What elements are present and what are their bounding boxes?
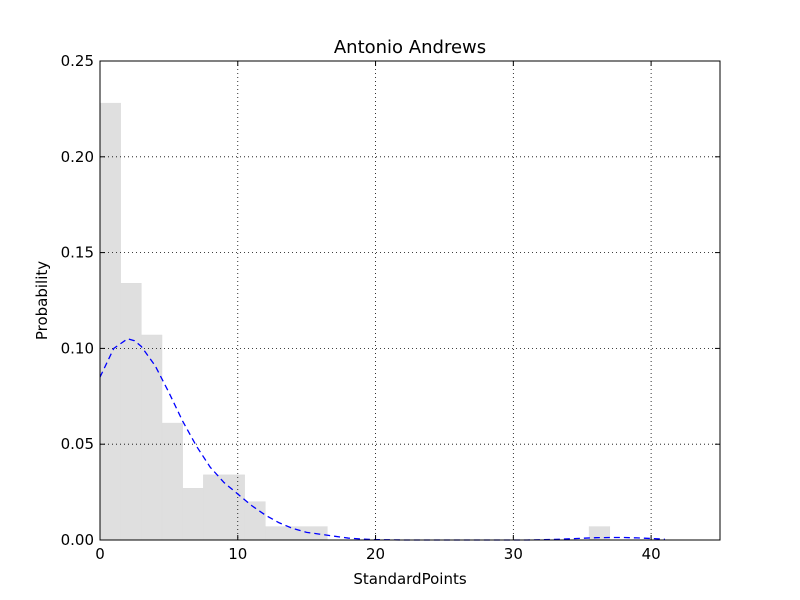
y-tick-label: 0.00 [61,531,94,549]
x-tick-label: 20 [366,545,385,563]
x-tick-label: 10 [228,545,247,563]
plot-frame [99,60,721,541]
histogram-bar [99,102,121,541]
histogram-bar [161,422,183,541]
y-tick-label: 0.20 [61,148,94,166]
y-tick-label: 0.05 [61,435,94,453]
y-axis-label: Probability [33,261,51,340]
histogram-bar [120,283,142,541]
x-tick-label: 40 [642,545,661,563]
histogram-bar [182,488,204,541]
x-tick-label: 30 [504,545,523,563]
histogram-bar [141,334,163,541]
histogram-bar [203,474,245,541]
density-curve [99,338,665,541]
y-tick-label: 0.10 [61,339,94,357]
y-tick-label: 0.25 [61,52,94,70]
grid-lines [99,60,720,541]
axis-ticks: 0 10 20 30 40 0.00 0.05 0.10 0.15 0.20 0.25 [61,52,720,563]
chart-title: Antonio Andrews [334,37,486,58]
y-tick-label: 0.15 [61,244,94,262]
x-tick-label: 0 [95,545,105,563]
x-axis-label: StandardPoints [353,570,466,588]
density-curve-group [99,338,665,541]
histogram-bars [99,102,611,541]
